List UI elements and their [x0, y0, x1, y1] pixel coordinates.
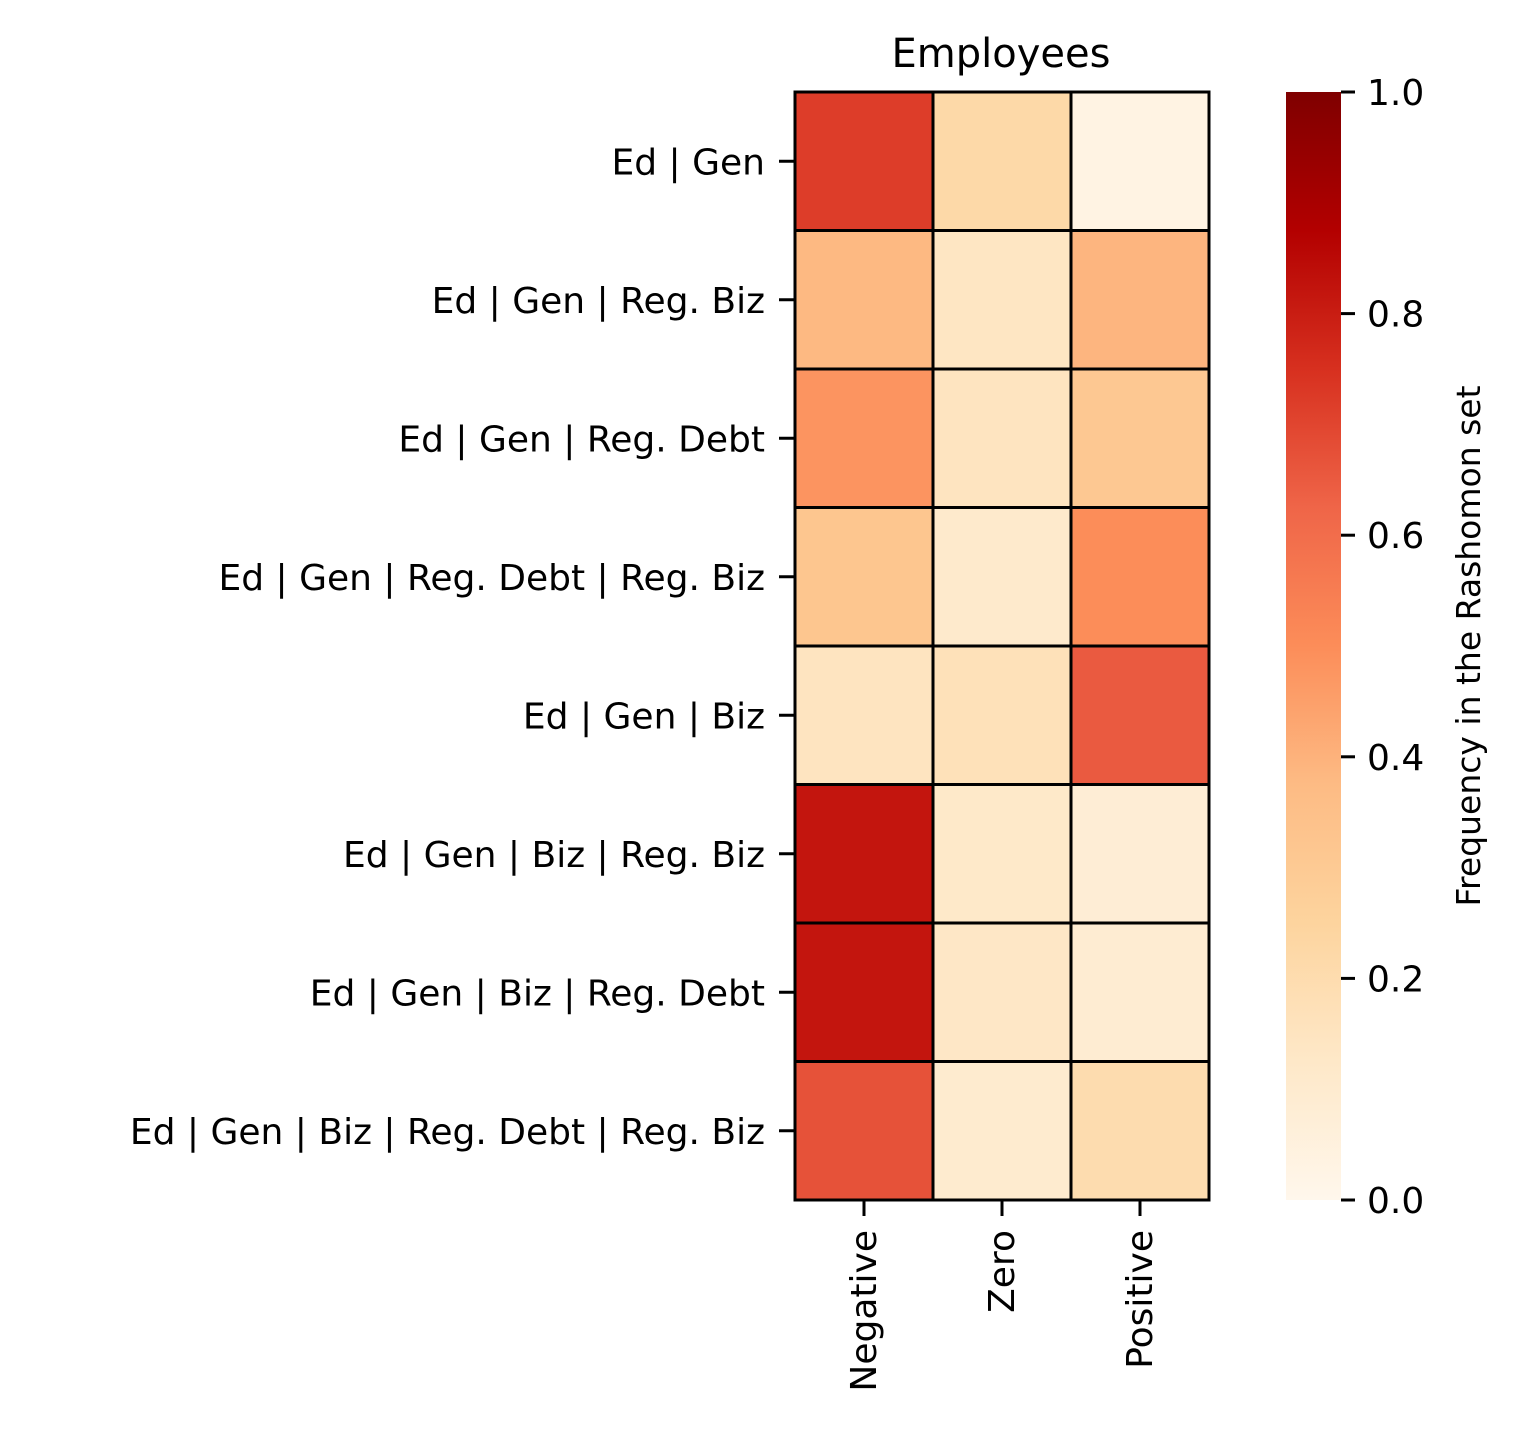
heatmap-cell: [793, 1060, 935, 1202]
heatmap-cell: [793, 783, 935, 925]
heatmap-cell: [1069, 783, 1211, 925]
column-tick-label: Negative: [844, 1230, 885, 1392]
row-tick-label: Ed | Gen | Biz | Reg. Biz: [343, 835, 765, 876]
heatmap-cell: [931, 1060, 1073, 1202]
colorbar: 0.0 0.2 0.4 0.6 0.8 1.0 Frequency in the Rash…: [1286, 73, 1488, 1222]
heatmap-cell: [931, 921, 1073, 1063]
colorbar-tick-label: 0.8: [1367, 295, 1424, 336]
heatmap-cell: [1069, 921, 1211, 1063]
column-tick-label: Zero: [982, 1230, 1023, 1313]
colorbar-tick-label: 0.4: [1367, 738, 1424, 779]
column-tick-label: Positive: [1120, 1230, 1161, 1369]
heatmap-cells: [793, 90, 1211, 1202]
row-tick-label: Ed | Gen | Reg. Debt | Reg. Biz: [218, 558, 765, 599]
row-tick-label: Ed | Gen | Biz | Reg. Debt: [310, 973, 765, 1014]
row-tick-label: Ed | Gen | Biz | Reg. Debt | Reg. Biz: [130, 1112, 765, 1153]
heatmap-cell: [931, 644, 1073, 786]
colorbar-gradient: [1286, 92, 1341, 1200]
heatmap-cell: [931, 229, 1073, 371]
row-tick-label: Ed | Gen | Reg. Biz: [432, 281, 765, 322]
heatmap-cell: [793, 229, 935, 371]
row-tick-labels: Ed | Gen Ed | Gen | Reg. Biz Ed | Gen | Re…: [130, 142, 795, 1153]
row-tick-label: Ed | Gen | Biz: [523, 696, 765, 737]
colorbar-tick-label: 1.0: [1367, 73, 1424, 114]
heatmap-cell: [931, 783, 1073, 925]
heatmap-cell: [793, 921, 935, 1063]
heatmap-cell: [793, 90, 935, 232]
heatmap-cell: [931, 90, 1073, 232]
heatmap-cell: [931, 367, 1073, 509]
heatmap-cell: [1069, 90, 1211, 232]
colorbar-label: Frequency in the Rashomon set: [1449, 385, 1488, 906]
colorbar-tick-label: 0.2: [1367, 959, 1424, 1000]
heatmap-cell: [793, 506, 935, 648]
row-tick-label: Ed | Gen: [612, 142, 765, 183]
heatmap-cell: [1069, 229, 1211, 371]
heatmap-cell: [1069, 1060, 1211, 1202]
colorbar-tick-label: 0.0: [1367, 1181, 1424, 1222]
chart-title: Employees: [892, 31, 1111, 77]
heatmap-cell: [931, 506, 1073, 648]
heatmap-cell: [793, 644, 935, 786]
heatmap-cell: [1069, 644, 1211, 786]
heatmap-cell: [1069, 506, 1211, 648]
column-tick-labels: Negative Zero Positive: [844, 1200, 1161, 1392]
colorbar-ticks: 0.0 0.2 0.4 0.6 0.8 1.0: [1341, 73, 1424, 1222]
heatmap-cell: [793, 367, 935, 509]
row-tick-label: Ed | Gen | Reg. Debt: [398, 419, 765, 460]
colorbar-tick-label: 0.6: [1367, 516, 1424, 557]
heatmap-cell: [1069, 367, 1211, 509]
